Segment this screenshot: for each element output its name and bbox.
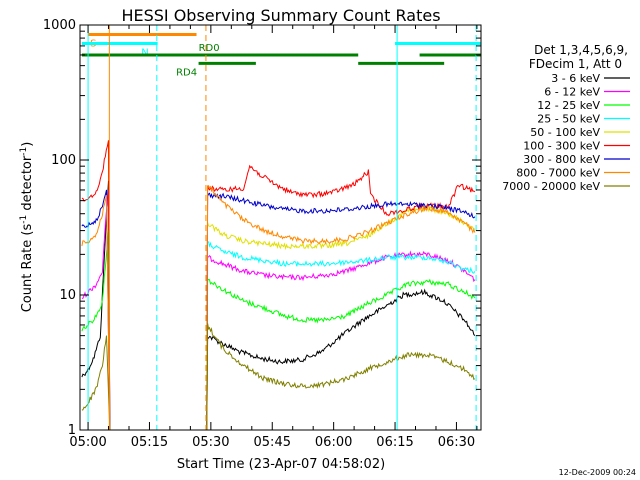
footer-timestamp: 12-Dec-2009 00:24 xyxy=(559,468,636,477)
legend-label-3: 25 - 50 keV xyxy=(537,113,600,126)
x-tick-label-2: 05:30 xyxy=(192,435,229,450)
series-line-6 xyxy=(81,189,476,431)
flag-bars: SNRD0RD4 xyxy=(81,33,481,78)
x-tick-label-1: 05:15 xyxy=(131,435,168,450)
legend-label-5: 100 - 300 keV xyxy=(523,140,600,153)
x-tick-label-5: 06:15 xyxy=(376,435,413,450)
series-line-2 xyxy=(81,230,476,431)
x-tick-label-4: 06:00 xyxy=(315,435,352,450)
x-axis-label: Start Time (23-Apr-07 04:58:02) xyxy=(177,457,385,472)
series-line-0 xyxy=(81,180,476,431)
series-line-7 xyxy=(81,185,476,431)
y-axis-label: Count Rate (s-1 detector-1) xyxy=(19,142,35,313)
x-tick-label-3: 05:45 xyxy=(254,435,291,450)
series-line-4 xyxy=(207,206,476,251)
flag-label-1: N xyxy=(141,47,148,58)
legend-label-0: 3 - 6 keV xyxy=(551,72,600,85)
x-tick-label-0: 05:00 xyxy=(69,435,106,450)
series-line-3 xyxy=(207,241,476,274)
event-lines xyxy=(87,25,477,430)
plot-frame xyxy=(79,24,482,431)
legend-label-6: 300 - 800 keV xyxy=(523,153,600,166)
legend-label-2: 12 - 25 keV xyxy=(537,99,600,112)
series-line-1 xyxy=(81,189,476,431)
y-tick-label-2: 100 xyxy=(51,153,76,168)
legend-header-line-1: Det 1,3,4,5,6,9, xyxy=(534,43,628,57)
legend-label-8: 7000 - 20000 keV xyxy=(502,180,600,193)
y-tick-label-3: 1000 xyxy=(43,18,76,33)
x-axis: 05:00 05:15 05:30 05:45 06:00 06:15 06:30 xyxy=(69,25,478,450)
y-tick-label-0: 1 xyxy=(68,423,76,438)
legend-label-1: 6 - 12 keV xyxy=(544,86,600,99)
legend-header-line-2: FDecim 1, Att 0 xyxy=(529,57,622,71)
flag-label-3: RD4 xyxy=(176,67,197,78)
chart-title: HESSI Observing Summary Count Rates xyxy=(121,6,440,25)
x-tick-label-6: 06:30 xyxy=(438,435,475,450)
series-line-8 xyxy=(81,323,476,431)
legend-label-4: 50 - 100 keV xyxy=(530,126,600,139)
legend: Det 1,3,4,5,6,9, FDecim 1, Att 0 3 - 6 k… xyxy=(502,43,630,193)
flag-label-2: RD0 xyxy=(199,43,220,54)
y-tick-label-1: 10 xyxy=(59,288,76,303)
y-axis: 1 10 100 1000 xyxy=(43,18,481,438)
legend-label-7: 800 - 7000 keV xyxy=(516,167,600,180)
series-layer xyxy=(81,140,476,431)
